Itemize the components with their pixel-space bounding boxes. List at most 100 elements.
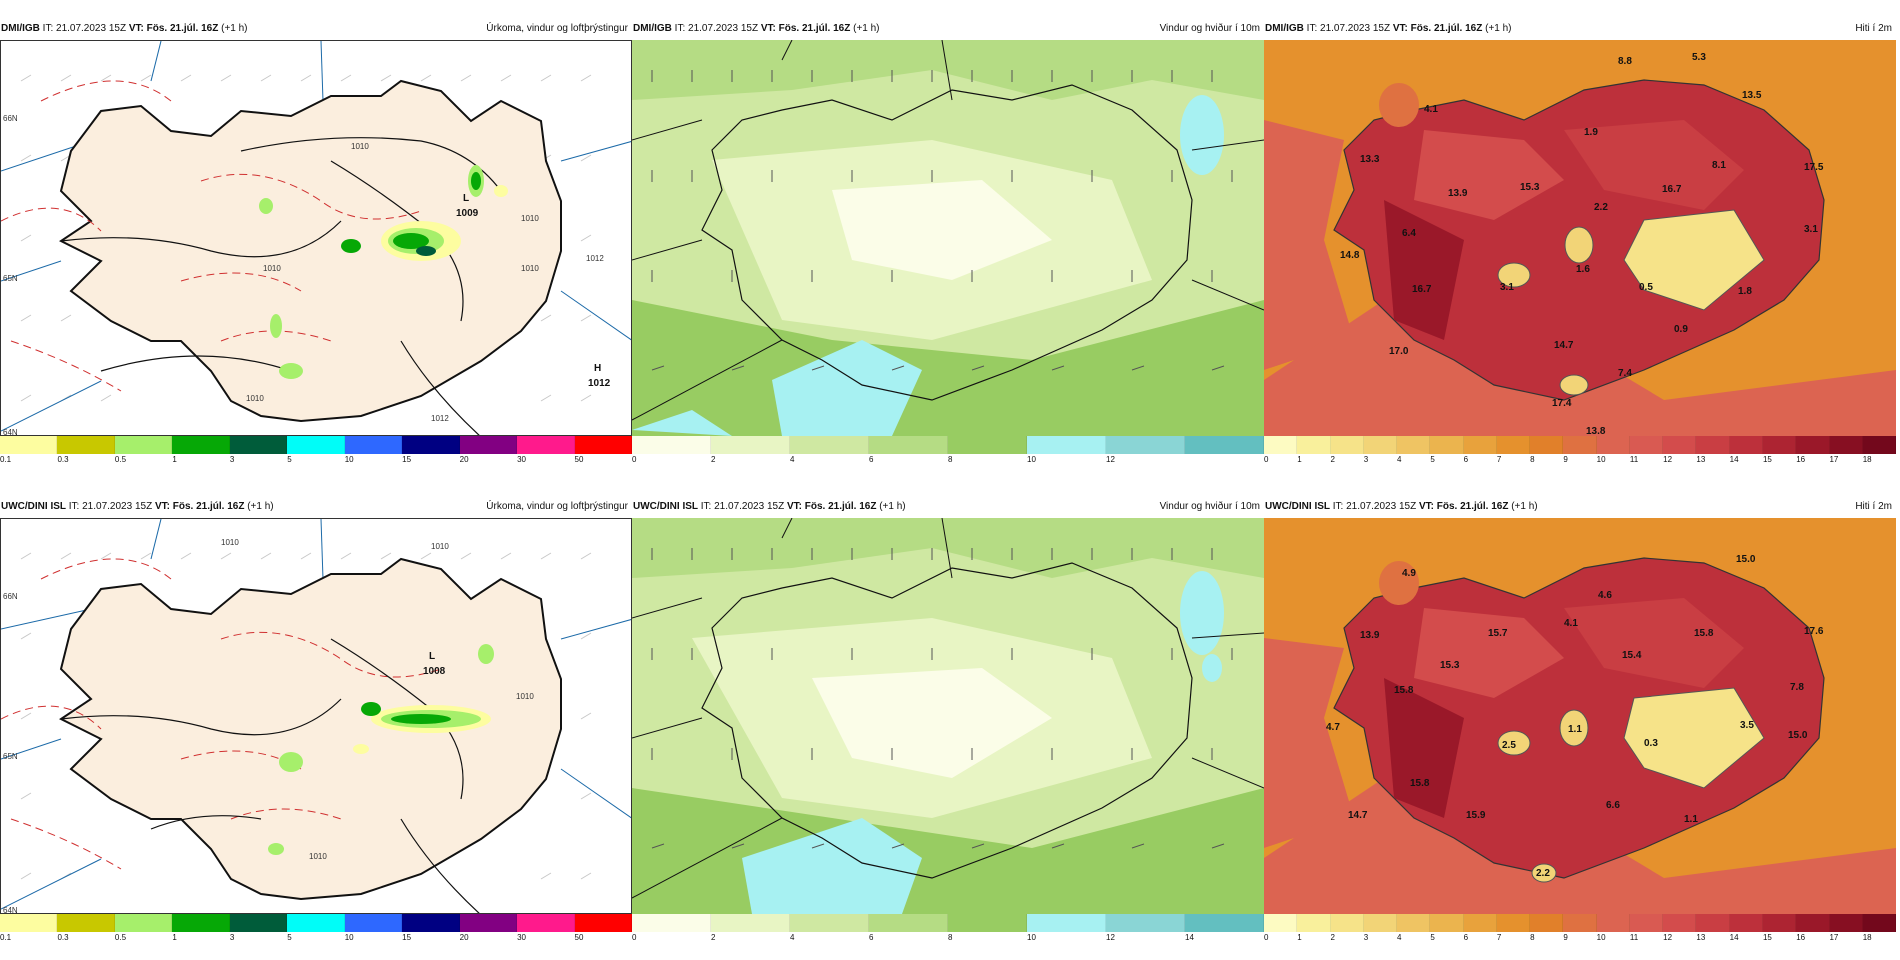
- colorbar-tick-label: 0.5: [114, 933, 127, 942]
- colorbar-tick-label: 10: [344, 933, 354, 942]
- temp-value: 14.7: [1348, 810, 1368, 821]
- colorbar-swatch: [1363, 436, 1398, 454]
- colorbar-tick-label: 16: [1796, 933, 1806, 942]
- colorbar-tick-label: 1: [172, 455, 177, 464]
- temp-value: 1.1: [1568, 724, 1582, 735]
- colorbar-tick-label: 30: [517, 455, 526, 464]
- colorbar-tick-label: 7: [1496, 455, 1502, 464]
- temp-value: 1.9: [1584, 127, 1598, 138]
- temp-value: 15.8: [1410, 778, 1430, 789]
- colorbar-swatch: [517, 436, 575, 454]
- colorbar-tick-label: 9: [1563, 933, 1568, 942]
- colorbar-swatch: [114, 436, 173, 454]
- colorbar-tick-label: 4: [1397, 933, 1402, 942]
- model-name: DMI/IGB: [633, 23, 672, 34]
- colorbar-swatch: [574, 436, 632, 454]
- colorbar-swatch: [1862, 914, 1897, 932]
- colorbar-swatch: [344, 914, 403, 932]
- colorbar-tick-label: 14: [1185, 933, 1194, 942]
- temp-value: 4.1: [1424, 104, 1438, 115]
- colorbar-swatch: [1185, 914, 1264, 932]
- colorbar-swatch: [869, 914, 948, 932]
- colorbar-tick-label: 8: [1530, 455, 1535, 464]
- valid-time: VT: Fös. 21.júl. 16Z: [760, 23, 851, 34]
- colorbar-swatch: [1330, 914, 1364, 932]
- colorbar-swatch: [172, 914, 230, 932]
- panel-wind-uwc: UWC/DINI ISL IT: 21.07.2023 15Z VT: Fös.…: [632, 498, 1264, 960]
- colorbar-swatch: [790, 914, 869, 932]
- temp-value: 4.7: [1326, 722, 1340, 733]
- colorbar-tick-label: 8: [1530, 933, 1535, 942]
- colorbar-swatch: [459, 914, 518, 932]
- colorbar-swatch: [948, 436, 1027, 454]
- colorbar-swatch: [1363, 914, 1398, 932]
- colorbar-swatch: [344, 436, 403, 454]
- init-time: IT: 21.07.2023 15Z: [674, 23, 759, 34]
- panel-title: Úrkoma, vindur og loftþrýstingur: [486, 501, 628, 512]
- model-name: UWC/DINI ISL: [1, 501, 66, 512]
- temp-value: 3.1: [1500, 282, 1514, 293]
- wind-colorbar-ticks: 0 2 4 6 8 10 12: [632, 454, 1264, 468]
- colorbar-swatch: [711, 436, 790, 454]
- colorbar-tick-label: 20: [459, 933, 469, 942]
- colorbar-tick-label: 0.1: [0, 933, 12, 942]
- colorbar-tick-label: 11: [1629, 455, 1639, 464]
- panel-header: UWC/DINI ISL IT: 21.07.2023 15Z VT: Fös.…: [632, 498, 1264, 516]
- model-name: DMI/IGB: [1265, 23, 1304, 34]
- isobar-label: 1010: [521, 264, 539, 273]
- valid-time: VT: Fös. 21.júl. 16Z: [786, 501, 877, 512]
- colorbar-swatch: [0, 436, 58, 454]
- colorbar-tick-label: 0.5: [114, 455, 127, 464]
- colorbar-tick-label: 10: [1596, 933, 1606, 942]
- temp-value: 2.2: [1594, 202, 1608, 213]
- colorbar-swatch: [114, 914, 173, 932]
- temp-value: 14.7: [1554, 340, 1574, 351]
- iceland-outline: [59, 79, 562, 423]
- colorbar-tick-label: 50: [574, 455, 584, 464]
- colorbar-tick-label: 0.3: [57, 455, 69, 464]
- isobar-label: 1010: [309, 852, 327, 861]
- colorbar-tick-label: 2: [711, 455, 716, 464]
- low-pressure-value: 1009: [456, 208, 479, 219]
- wind-colorbar: [632, 436, 1264, 454]
- temp-map: 4.9 15.0 4.6 4.1 17.6 13.9 15.7 15.8 15.…: [1264, 518, 1896, 914]
- temp-map-svg: 8.8 5.3 13.5 4.1 1.9 13.3 8.1 17.5 16.7 …: [1264, 40, 1896, 436]
- precip-map: L 1008 1010 1010 1010 1010 66N 65N 64N: [0, 518, 632, 914]
- colorbar-tick-label: 12: [1663, 455, 1673, 464]
- wind-map: [632, 518, 1264, 914]
- temp-value: 5.3: [1692, 52, 1706, 63]
- init-time: IT: 21.07.2023 15Z: [700, 501, 785, 512]
- colorbar-swatch: [869, 436, 948, 454]
- colorbar-swatch: [1796, 914, 1830, 932]
- colorbar-tick-label: 5: [1430, 455, 1435, 464]
- colorbar-tick-label: 0: [632, 933, 637, 942]
- colorbar-tick-label: 13: [1696, 455, 1706, 464]
- init-time: IT: 21.07.2023 15Z: [1332, 501, 1417, 512]
- colorbar-swatch: [1106, 914, 1185, 932]
- temp-value: 0.5: [1639, 282, 1653, 293]
- precip-cells: [268, 644, 494, 855]
- colorbar-swatch: [1027, 914, 1106, 932]
- colorbar-tick-label: 10: [1027, 455, 1036, 464]
- low-pressure-label: L: [463, 193, 469, 204]
- wind-map-svg: [632, 40, 1264, 436]
- temp-value: 15.0: [1736, 554, 1756, 565]
- colorbar-swatch: [1563, 436, 1597, 454]
- colorbar-swatch: [1729, 914, 1763, 932]
- colorbar-tick-label: 15: [402, 933, 412, 942]
- colorbar-tick-label: 30: [517, 933, 526, 942]
- colorbar-tick-label: 2: [1330, 933, 1335, 942]
- high-pressure-label: H: [594, 363, 601, 374]
- panel-title: Hiti í 2m: [1855, 501, 1892, 512]
- colorbar-tick-label: 2: [711, 933, 716, 942]
- temp-value: 13.5: [1742, 90, 1762, 101]
- precip-map-svg: L 1009 H 1012 1010 1010 1012 1010 1010 1…: [1, 41, 631, 435]
- colorbar-tick-label: 6: [1463, 455, 1469, 464]
- colorbar-tick-label: 50: [574, 933, 584, 942]
- wind-colorbar-ticks: 0 2 4 6 8 10 12 14: [632, 932, 1264, 946]
- colorbar-swatch: [1297, 436, 1331, 454]
- colorbar-tick-label: 10: [1027, 933, 1036, 942]
- temp-value: 7.8: [1790, 682, 1804, 693]
- colorbar-swatch: [1829, 914, 1863, 932]
- colorbar-swatch: [1297, 914, 1331, 932]
